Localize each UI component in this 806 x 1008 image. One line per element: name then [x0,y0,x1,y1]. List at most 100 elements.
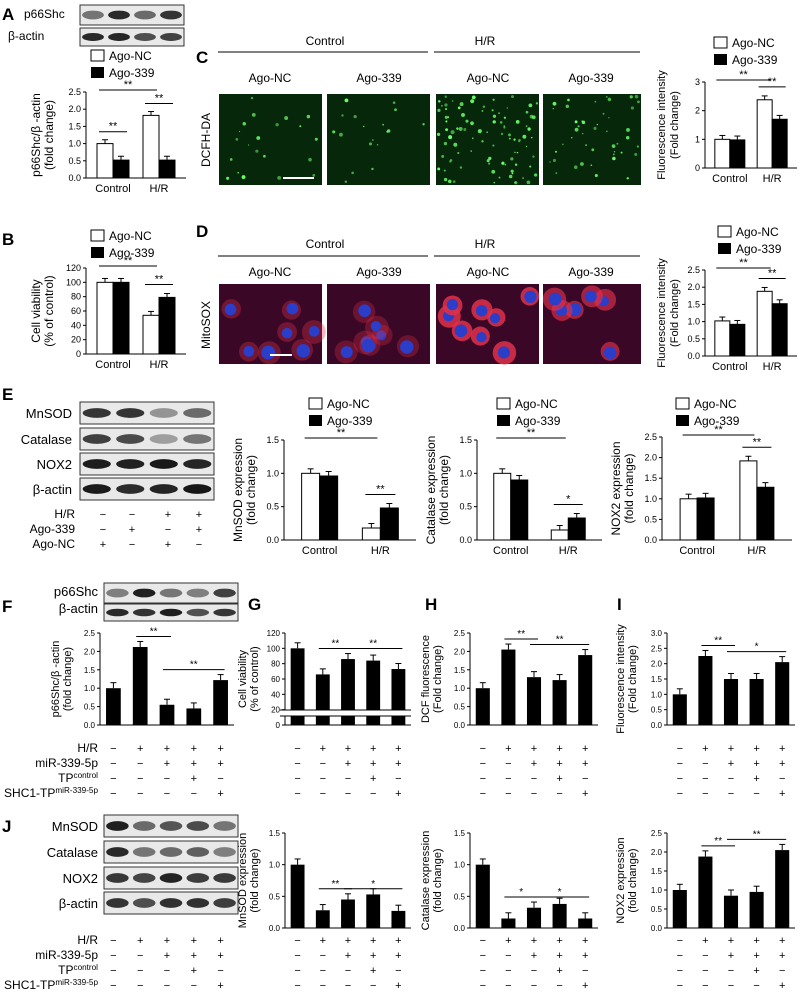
panel-g-signs-sign: − [294,758,300,770]
panel-e-nox2-bar [696,497,715,541]
panel-j-nox2-bar [723,895,739,928]
panel-e-catalase-sig-mark: ** [527,427,536,439]
panel-i-sig-mark: * [755,642,759,653]
panel-c-image-4-cell [571,136,573,139]
panel-c-image-3-cell [457,106,461,110]
panel-b-ytick-label: 80 [71,292,81,302]
panel-c-image-3 [436,94,539,185]
panel-c-row-label: DCFH-DA [199,113,213,167]
panel-c-image-4-cell [580,162,584,166]
panel-g-signs-sign: − [345,788,351,800]
panel-c-image-4-cell [574,127,579,132]
panel-j-mnsod-ytick-label: 0.5 [269,892,281,901]
panel-c-image-2-bg [327,94,430,185]
panel-c-bar [729,139,746,169]
panel-j-nox2-bar [749,891,764,928]
panel-j-mnsod-signs-sign: + [370,950,376,962]
panel-c-image-1-cell [237,171,240,174]
panel-h-signs-sign: − [480,743,486,755]
panel-g-signs-sign: + [395,743,401,755]
panel-d-image-3-nucleus [454,324,468,338]
panel-f-blot-actin-band [186,608,210,617]
panel-e2-legend-nc: Ago-NC [515,397,558,411]
panel-e-mnsod-ytick-label: 1.5 [266,435,279,445]
panel-a-blot-actin-band [108,33,130,41]
panel-e3-legend-swatch-nc [675,397,690,410]
panel-b-ylabel-unit: (% of control) [42,275,56,346]
panel-c-image-3-cell [508,133,511,137]
panel-j-blot-catalase-band [159,847,183,857]
panel-c-image-3-cell [445,128,449,132]
panel-g-axis-break [281,710,413,717]
panel-b-legend-swatch-nc [90,229,105,242]
panel-a-bar [158,159,176,179]
panel-c-image-3-cell [488,156,492,161]
panel-e-row-label: H/R [54,507,75,521]
panel-j-catalase-bar [501,918,516,928]
panel-d-image-1-nucleus [308,326,320,337]
panel-i-label: I [617,595,622,614]
panel-h-ytick-label: 2.0 [454,647,466,656]
panel-i-signs-sign: + [779,743,785,755]
panel-e-blot-catalase [79,427,215,451]
panel-f-signs-sign: − [110,773,116,785]
panel-j-catalase-bar [578,918,593,928]
panel-c-image-3-cell [492,98,495,101]
panel-c-image-4-cell [625,136,630,140]
panel-a-blot-p66shc-band [134,10,156,20]
panel-h-signs-sign: + [582,758,588,770]
panel-i-signs-sign: − [677,788,683,800]
panel-c-image-4-cell [591,148,595,152]
panel-c-sublabel: Ago-NC [249,71,292,85]
panel-a-chart: 0.0 0.5 1.0 1.5 2.0 2.5 Control H/R ** ** ** p66Shc… [29,79,186,195]
panel-c-image-3-cell [444,107,448,111]
panel-g-bar [391,669,406,725]
panel-j-nox2-signs-sign: − [702,965,708,977]
panel-g-ytick-label: 0 [276,721,281,730]
panel-f-blot-p66shc-band [132,588,156,598]
panel-e-catalase-ylabel: Catalase expression [424,436,438,545]
panel-c-image-4-cell [565,104,570,109]
panel-c-image-3-cell [491,169,496,174]
panel-g-signs-sign: + [320,743,326,755]
panel-e-blot-catalase-band [116,434,145,444]
panel-e-nox2-ytick-label: 2.5 [644,432,657,442]
panel-c-bar [714,138,731,169]
panel-e1-legend-swatch-nc [308,397,323,410]
panel-h-sig-mark: ** [517,629,525,640]
panel-c-image-2-cell [387,129,391,133]
panel-j-nox2-signs-sign: + [753,935,759,947]
panel-c-image-3-cell [447,116,450,119]
panel-c-ylabel: Fluorescence intensity [656,70,668,180]
panel-f-bar [186,708,202,725]
panel-c-image-3-cell [531,115,536,120]
panel-c-image-3-cell [535,102,539,105]
panel-c-image-4-cell [620,151,623,154]
panel-j-catalase-signs-sign: + [582,980,588,992]
panel-c-image-2-cell [422,123,425,126]
panel-c-image-3-cell [511,172,514,175]
panel-j-mnsod-bar [366,894,381,928]
panel-i-signs-sign: + [702,743,708,755]
panel-i-ylabel-unit: (Fold change) [627,645,639,713]
panel-c-image-1-bg [219,94,322,185]
panel-c-image-3-cell [444,115,448,119]
panel-j-signs-sign: + [164,935,170,947]
panel-c-image-4-cell [593,126,597,130]
panel-e-mnsod-ytick-label: 0.0 [266,535,279,545]
panel-j-mnsod-signs-sign: − [370,980,376,992]
panel-c-sublabel: Ago-339 [356,71,402,85]
panel-c-image-3-cell [438,100,441,103]
panel-c-label: C [196,48,208,67]
panel-j-catalase-sig-mark: * [519,887,523,898]
panel-c-bar [756,99,773,169]
panel-h-signs-sign: + [505,743,511,755]
panel-b-bar [96,281,114,355]
panel-e-catalase-bar [550,529,569,541]
panel-e-catalase-ylabel-unit: (fold change) [437,455,451,525]
panel-j-signs-row-label: TPcontrol [58,963,98,977]
panel-a-blot-actin-membrane [79,27,185,47]
panel-c-image-3-cell [492,120,496,124]
panel-c-image-3-cell [529,165,532,168]
panel-a-label: A [2,5,14,24]
